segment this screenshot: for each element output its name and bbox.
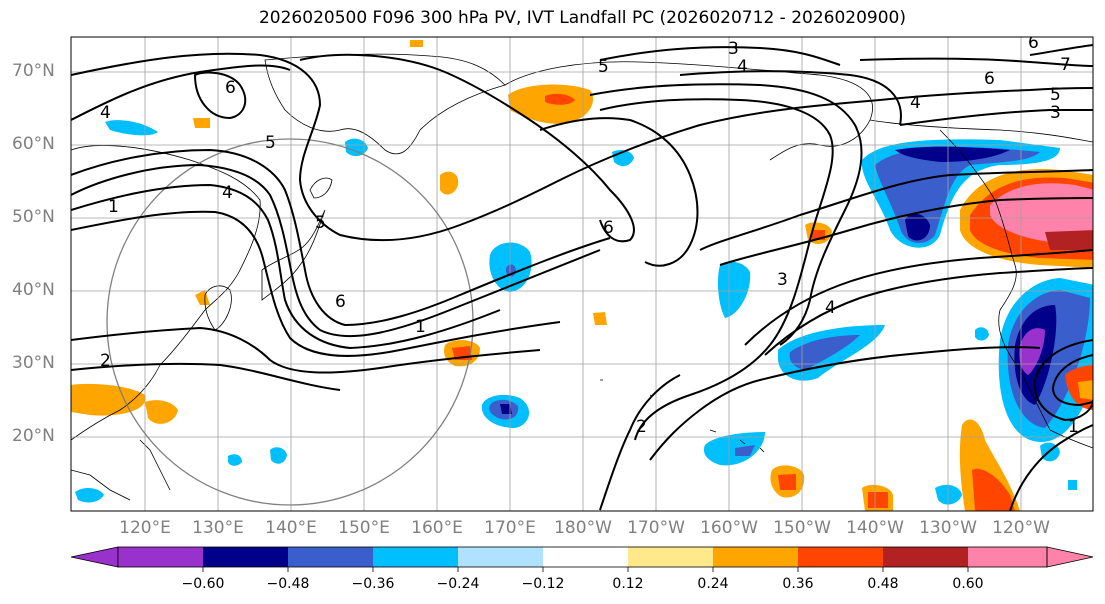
colorbar-tick-label: −0.24 <box>436 576 480 592</box>
colorbar-tick-label: −0.48 <box>266 576 310 592</box>
colorbar-tick-label: −0.12 <box>521 576 565 592</box>
contour-labels: 3 5 4 6 4 3 5 7 4 6 5 1 4 5 6 6 1 3 4 2 … <box>100 33 1079 437</box>
positive-anomaly-bering <box>508 84 594 124</box>
contour-label: 4 <box>910 93 921 113</box>
lon-label: 130°E <box>192 518 244 538</box>
colorbar-segment <box>458 547 543 567</box>
colorbar-segment <box>288 547 373 567</box>
contour-label: 1 <box>1068 417 1079 437</box>
contour-label: 5 <box>265 133 276 153</box>
colorbar-tick-label: 0.48 <box>867 576 899 592</box>
contour-label: 4 <box>737 57 748 77</box>
colorbar-tick-label: 0.24 <box>697 576 729 592</box>
colorbar-segment <box>713 547 798 567</box>
radius-circle <box>106 138 474 506</box>
negative-anomaly-gulf-alaska-core <box>895 146 1010 162</box>
colorbar-tick-label: −0.60 <box>181 576 225 592</box>
contour-label: 6 <box>225 78 236 98</box>
lon-label: 170°E <box>484 518 536 538</box>
colorbar-segment <box>203 547 288 567</box>
map-title: 2026020500 F096 300 hPa PV, IVT Landfall… <box>258 8 906 28</box>
contour-label: 4 <box>100 103 111 123</box>
lon-label: 140°W <box>846 518 904 538</box>
contour-label: 2 <box>636 417 647 437</box>
contour-label: 3 <box>777 270 788 290</box>
lat-label: 30°N <box>12 353 55 373</box>
contour-label: 6 <box>603 218 614 238</box>
contour-label: 1 <box>108 197 119 217</box>
lon-label: 120°E <box>119 518 171 538</box>
contour-label: 6 <box>984 69 995 89</box>
lon-label: 150°E <box>338 518 390 538</box>
lon-label: 160°E <box>411 518 463 538</box>
contour-label: 1 <box>415 317 426 337</box>
colorbar-extend-right <box>1046 546 1094 568</box>
colorbar-segment <box>543 547 628 567</box>
contour-label: 6 <box>335 292 346 312</box>
positive-anomaly-south-china <box>71 383 146 416</box>
map-area: 3 5 4 6 4 3 5 7 4 6 5 1 4 5 6 6 1 3 4 2 … <box>71 33 1093 511</box>
lon-label: 170°W <box>627 518 685 538</box>
colorbar-tick-label: 0.60 <box>952 576 984 592</box>
contour-label: 2 <box>100 351 111 371</box>
map-frame <box>70 36 1094 512</box>
contour-label: 3 <box>1050 103 1061 123</box>
contour-label: 4 <box>825 298 836 318</box>
lat-label: 40°N <box>12 280 55 300</box>
colorbar-segment <box>798 547 883 567</box>
lon-label: 150°W <box>773 518 831 538</box>
negative-anomaly-sw-us-core <box>1019 328 1045 375</box>
lon-label: 160°W <box>700 518 758 538</box>
colorbar-tick-label: 0.12 <box>612 576 644 592</box>
colorbar-segment <box>118 547 203 567</box>
coastlines <box>71 53 1093 501</box>
lat-label: 70°N <box>12 61 55 81</box>
lat-label: 20°N <box>12 426 55 446</box>
lon-label: 140°E <box>265 518 317 538</box>
contour-label: 5 <box>1050 85 1061 105</box>
contour-label: 6 <box>1028 33 1039 53</box>
colorbar-segment <box>628 547 713 567</box>
colorbar-segment <box>373 547 458 567</box>
lon-label: 120°W <box>992 518 1050 538</box>
contour-label: 7 <box>1060 55 1071 75</box>
lat-label: 50°N <box>12 207 55 227</box>
colorbar-segment <box>968 547 1047 567</box>
contour-label: 5 <box>598 57 609 77</box>
lon-label: 130°W <box>919 518 977 538</box>
colorbar-segment <box>883 547 968 567</box>
colorbar-tick-label: −0.36 <box>351 576 395 592</box>
pv-contours <box>71 44 1093 511</box>
colorbar-tick-label: 0.36 <box>782 576 814 592</box>
contour-label: 5 <box>315 213 326 233</box>
colorbar <box>70 546 1094 572</box>
lon-label: 180°W <box>554 518 612 538</box>
contour-label: 4 <box>222 183 233 203</box>
contour-label: 3 <box>728 39 739 59</box>
lat-label: 60°N <box>12 134 55 154</box>
colorbar-extend-left <box>70 546 119 568</box>
